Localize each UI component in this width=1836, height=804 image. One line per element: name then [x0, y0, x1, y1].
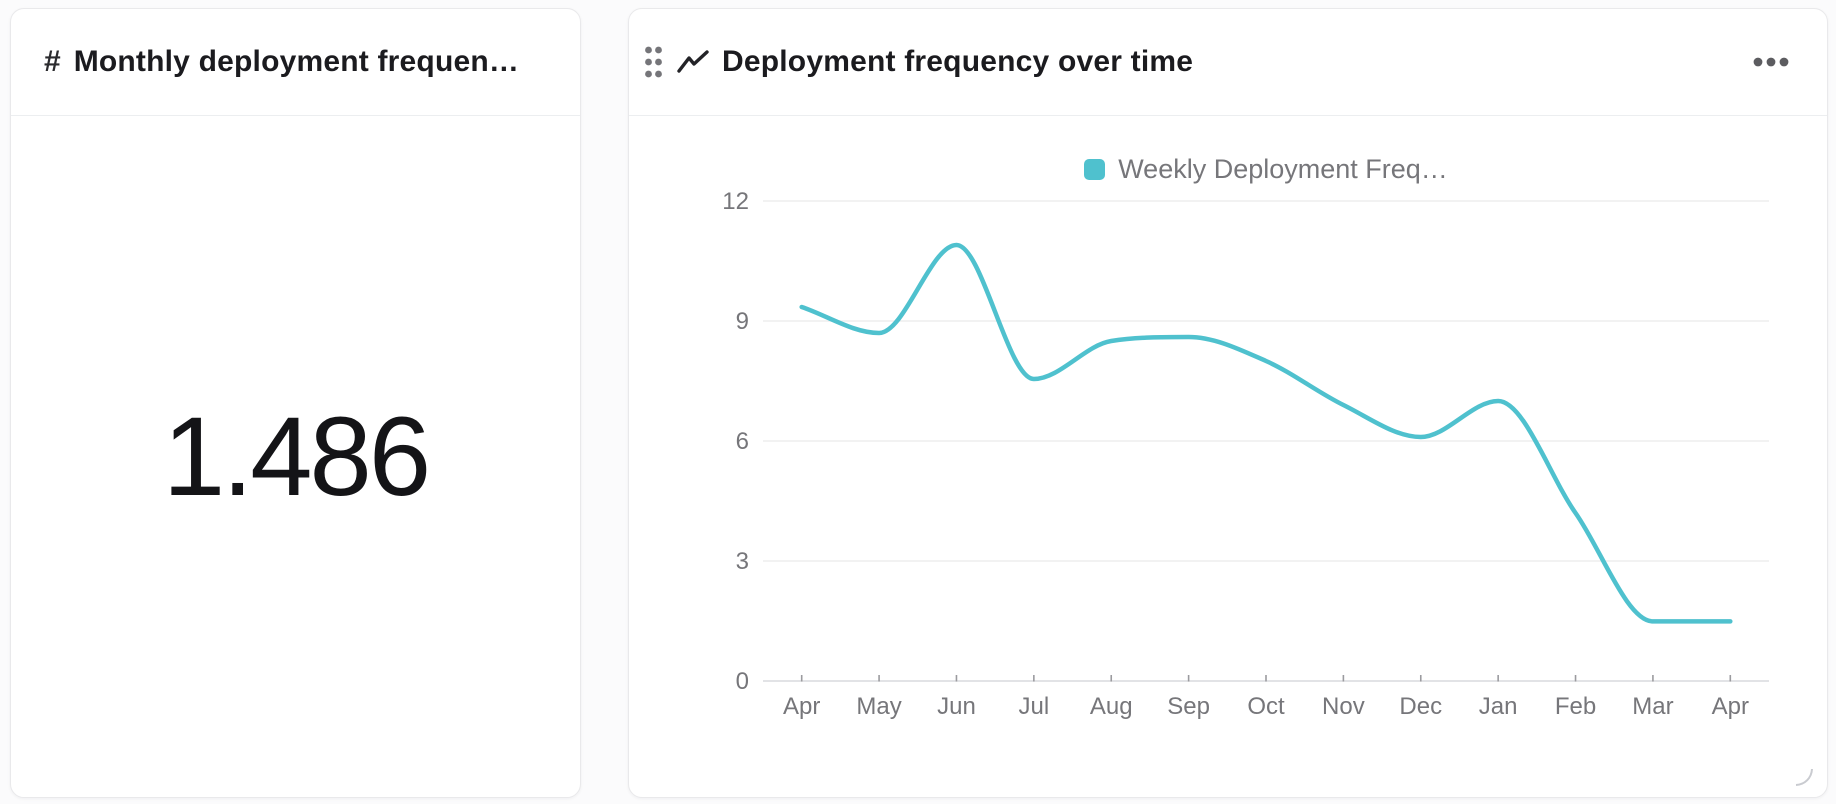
kpi-body: 1.486: [11, 116, 580, 797]
svg-text:Jun: Jun: [937, 693, 976, 720]
svg-text:Jul: Jul: [1019, 693, 1050, 720]
legend-label: Weekly Deployment Freq…: [1118, 153, 1448, 184]
svg-text:Aug: Aug: [1090, 693, 1133, 720]
line-chart-icon: [677, 49, 709, 75]
svg-text:0: 0: [736, 668, 749, 695]
chart-card: Deployment frequency over time Weekly De…: [628, 8, 1828, 798]
card-menu-button[interactable]: [1749, 44, 1793, 80]
chart-legend[interactable]: Weekly Deployment Freq…: [763, 153, 1769, 184]
svg-text:Jan: Jan: [1479, 693, 1518, 720]
svg-text:Feb: Feb: [1555, 693, 1596, 720]
kpi-card-title: Monthly deployment frequen…: [73, 45, 520, 78]
svg-text:Apr: Apr: [783, 693, 820, 720]
kpi-card: # Monthly deployment frequen… 1.486: [10, 8, 581, 798]
resize-handle-icon[interactable]: [1794, 767, 1814, 787]
svg-text:Nov: Nov: [1322, 693, 1365, 720]
chart-card-header: Deployment frequency over time: [629, 9, 1827, 116]
svg-text:Apr: Apr: [1712, 693, 1749, 720]
x-axis: Apr May Jun Jul Aug Sep Oct Nov Dec Jan Feb Mar Apr: [783, 675, 1749, 720]
svg-text:9: 9: [736, 308, 749, 335]
svg-text:Sep: Sep: [1167, 693, 1210, 720]
svg-text:Oct: Oct: [1247, 693, 1285, 720]
legend-swatch: [1084, 158, 1106, 180]
line-chart: 0 3 6 9 12 Apr May Jun Jul Aug Sep Oct Nov Dec Jan Feb M…: [722, 188, 1769, 720]
y-axis: 0 3 6 9 12: [722, 188, 1769, 695]
svg-text:Mar: Mar: [1632, 693, 1673, 720]
series-line: [799, 242, 1733, 624]
svg-text:May: May: [856, 693, 901, 720]
svg-text:6: 6: [736, 428, 749, 455]
chart-card-title: Deployment frequency over time: [722, 45, 1194, 78]
drag-handle-icon[interactable]: [644, 45, 663, 79]
svg-text:3: 3: [736, 548, 749, 575]
chart-area: Weekly Deployment Freq… 0 3 6 9 12 Apr May Jun J…: [629, 116, 1826, 797]
ellipsis-icon: [1753, 57, 1789, 67]
kpi-card-header[interactable]: # Monthly deployment frequen…: [11, 9, 580, 116]
svg-text:12: 12: [722, 188, 749, 215]
svg-text:Dec: Dec: [1399, 693, 1442, 720]
kpi-value: 1.486: [162, 394, 431, 519]
number-icon: #: [44, 45, 61, 78]
